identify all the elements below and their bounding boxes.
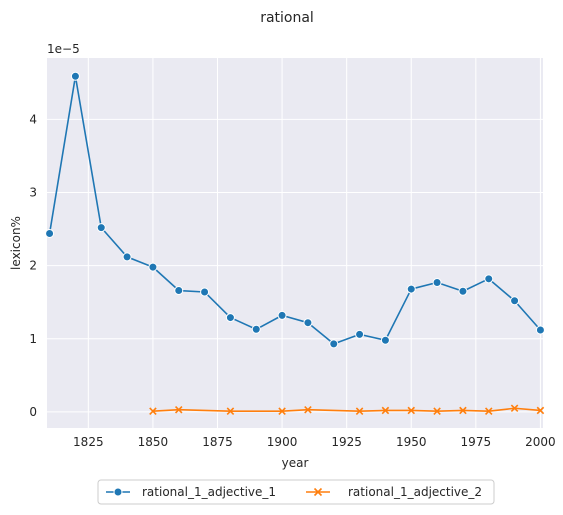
series-1 <box>45 71 545 349</box>
data-point <box>226 407 235 415</box>
data-point <box>510 404 519 413</box>
legend-box <box>97 479 495 505</box>
x-tick-label: 1900 <box>267 435 298 449</box>
x-tick-label: 1950 <box>396 435 427 449</box>
chart-title: rational <box>260 10 314 26</box>
data-point <box>407 406 416 415</box>
data-point <box>304 405 312 414</box>
data-point <box>380 335 390 345</box>
x-tick-label: 2000 <box>525 435 556 449</box>
data-point <box>303 318 313 328</box>
data-point <box>174 286 184 296</box>
series-2 <box>149 404 545 415</box>
data-point <box>251 324 261 334</box>
data-point <box>45 228 55 238</box>
series-line <box>48 75 542 345</box>
data-point <box>355 407 364 415</box>
data-point <box>535 325 545 335</box>
data-point <box>277 310 287 320</box>
data-point <box>174 405 183 414</box>
data-point <box>433 407 441 415</box>
data-point <box>406 284 416 294</box>
data-point <box>329 339 339 349</box>
plot-area <box>47 58 543 428</box>
data-point <box>355 329 365 339</box>
y-tick-label: 2 <box>29 259 37 273</box>
data-point <box>510 296 520 306</box>
y-tick-label: 3 <box>29 186 37 200</box>
data-point <box>432 277 442 287</box>
data-point <box>200 287 210 297</box>
tick-labels: 1825 1850 1875 1900 1925 1950 1975 2000 0 1 2 3 4 <box>29 112 555 449</box>
legend-marker-series-2 <box>313 487 323 497</box>
y-tick-label: 4 <box>29 112 37 126</box>
legend-label-series-2: rational_1_adjective_2 <box>348 485 482 499</box>
data-point <box>458 286 468 296</box>
data-point <box>381 406 390 415</box>
data-point <box>70 71 80 81</box>
data-point <box>459 406 467 415</box>
grid <box>47 58 543 428</box>
data-point <box>149 407 157 415</box>
data-point <box>122 252 132 262</box>
x-tick-label: 1925 <box>331 435 362 449</box>
y-tick-label: 1 <box>29 332 37 346</box>
data-point <box>536 406 545 415</box>
data-point <box>148 262 158 272</box>
y-scale-offset: 1e−5 <box>47 42 80 56</box>
y-tick-label: 0 <box>29 405 37 419</box>
x-tick-label: 1875 <box>202 435 233 449</box>
legend-label-series-1: rational_1_adjective_1 <box>142 485 276 499</box>
x-tick-label: 1825 <box>73 435 104 449</box>
y-axis-label: lexicon% <box>9 216 23 270</box>
data-point <box>484 407 493 415</box>
legend: rational_1_adjective_1 rational_1_adject… <box>97 479 495 505</box>
data-point <box>96 223 106 233</box>
x-axis-label: year <box>282 456 309 470</box>
data-point <box>225 313 235 323</box>
data-point <box>278 407 286 415</box>
series-layer <box>45 71 545 415</box>
data-point <box>484 274 494 284</box>
x-tick-label: 1975 <box>461 435 492 449</box>
legend-marker-series-1 <box>113 487 123 497</box>
x-tick-label: 1850 <box>138 435 169 449</box>
